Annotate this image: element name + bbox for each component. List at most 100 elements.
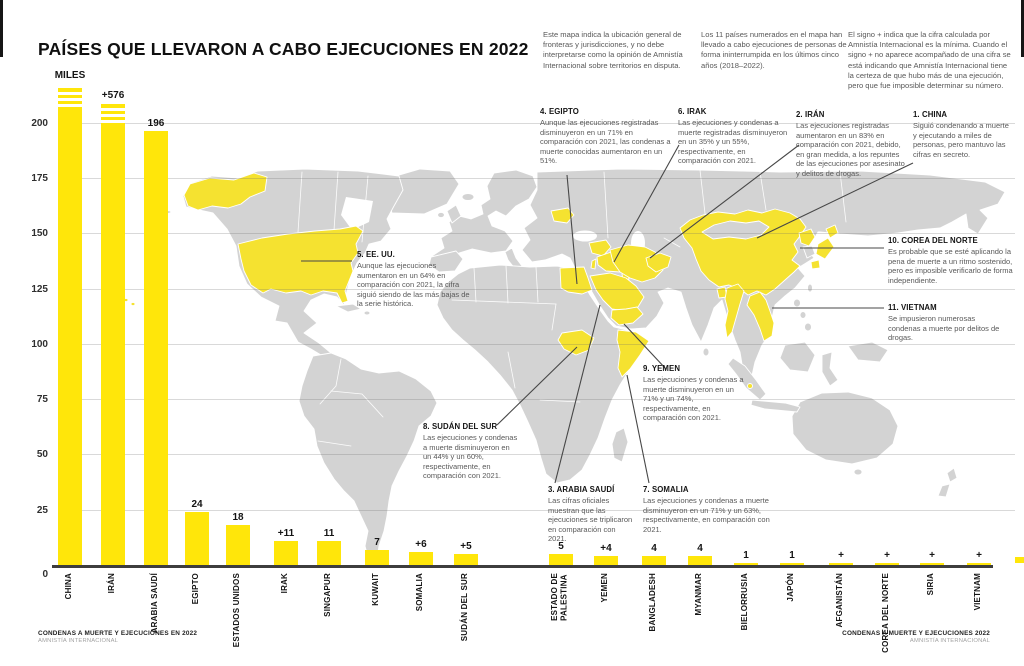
map-country-myanmar bbox=[724, 283, 745, 339]
annotation-text-iran: Las ejecuciones registradas aumentaron e… bbox=[796, 121, 905, 178]
map-country-palestine bbox=[590, 258, 597, 270]
callout-line-somalia bbox=[626, 374, 650, 484]
annotation-china: 1. CHINA Siguió condenando a muerte y eje… bbox=[913, 110, 1009, 159]
bar-egipto bbox=[185, 511, 209, 565]
annotation-title-sudan-del-sur: 8. SUDÁN DEL SUR bbox=[423, 422, 498, 431]
bar-value-myanmar: 4 bbox=[697, 543, 703, 555]
map-sri-lanka bbox=[702, 347, 710, 357]
map-mongolia bbox=[701, 220, 770, 240]
bar-myanmar bbox=[688, 556, 712, 565]
annotation-text-sudan-del-sur: Las ejecuciones y condenas a muerte dism… bbox=[423, 433, 518, 481]
footer-right-org: AMNISTÍA INTERNACIONAL bbox=[909, 638, 990, 644]
callout-line-irak bbox=[613, 144, 680, 263]
bar-china bbox=[58, 88, 82, 565]
bar-afganistan bbox=[829, 563, 853, 565]
map-country-alaska-usa bbox=[183, 172, 268, 211]
map-java bbox=[750, 399, 801, 413]
bar-value-corea-del-norte: + bbox=[884, 550, 890, 561]
map-south-korea bbox=[802, 245, 816, 259]
bar-japon bbox=[780, 562, 804, 565]
map-new-guinea bbox=[847, 341, 889, 363]
bar-singapur bbox=[317, 540, 341, 565]
annotation-text-china: Siguió condenando a muerte y ejecutando … bbox=[913, 121, 1009, 159]
footer-left-title: CONDENAS A MUERTE Y EJECUCIONES EN 2022 bbox=[38, 630, 198, 637]
callout-line-egipto bbox=[566, 174, 578, 285]
bar-estado-de-palestina bbox=[549, 553, 573, 565]
bar-value-iran: +576 bbox=[101, 90, 125, 101]
callout-line-yemen bbox=[623, 323, 667, 370]
map-country-singapore bbox=[747, 383, 753, 389]
annotation-title-vietnam: 11. VIETNAM bbox=[888, 303, 937, 312]
map-africa bbox=[436, 264, 649, 484]
annotation-text-egipto: Aunque las ejecuciones registradas dismi… bbox=[540, 118, 671, 166]
bar-bangladesh bbox=[642, 556, 666, 565]
callout-line-iran bbox=[649, 144, 800, 259]
map-country-yemen bbox=[610, 306, 644, 326]
bar-value-bangladesh: 4 bbox=[651, 543, 657, 555]
bar-vietnam bbox=[967, 563, 991, 565]
bar-estados-unidos bbox=[226, 525, 250, 565]
map-country-egypt bbox=[559, 266, 593, 295]
map-iceland bbox=[461, 193, 475, 201]
annotation-text-ee-uu: Aunque las ejecuciones aumentaron en un … bbox=[357, 261, 470, 309]
map-philippines bbox=[793, 298, 801, 308]
annotation-title-somalia: 7. SOMALIA bbox=[643, 485, 689, 494]
map-iberia bbox=[428, 250, 464, 273]
map-sumatra bbox=[727, 357, 767, 401]
map-ireland bbox=[437, 211, 445, 219]
annotation-text-yemen: Las ejecuciones y condenas a muerte dism… bbox=[643, 375, 744, 423]
map-new-zealand bbox=[937, 483, 951, 498]
annotation-title-egipto: 4. EGIPTO bbox=[540, 107, 579, 116]
bar-value-singapur: 11 bbox=[323, 527, 335, 539]
annotation-text-irak: Las ejecuciones y condenas a muerte regi… bbox=[678, 118, 788, 166]
bar-break-mark bbox=[58, 92, 82, 95]
map-italy bbox=[504, 247, 523, 271]
annotation-title-ee-uu: 5. EE. UU. bbox=[357, 250, 395, 259]
bar-break-mark bbox=[58, 104, 82, 107]
bar-iran bbox=[101, 104, 125, 565]
bar-value-arabia-saudi: 196 bbox=[147, 118, 165, 130]
map-country-south-sudan bbox=[557, 329, 595, 356]
bar-kuwait bbox=[365, 549, 389, 565]
bar-value-kuwait: 7 bbox=[374, 536, 380, 548]
map-country-syria bbox=[588, 239, 612, 257]
bar-value-yemen: +4 bbox=[600, 543, 612, 555]
annotation-text-arabia-saudi: Las cifras oficiales muestran que las ej… bbox=[548, 496, 633, 544]
bar-break-mark bbox=[101, 120, 125, 123]
bar-irak bbox=[274, 540, 298, 565]
annotation-corea-del-norte: 10. COREA DEL NORTE Es probable que se es… bbox=[888, 236, 1018, 285]
map-black-sea bbox=[573, 230, 597, 242]
bar-break-mark bbox=[101, 108, 125, 111]
bar-corea-del-norte bbox=[875, 563, 899, 565]
bar-value-bielorrusia: 1 bbox=[743, 549, 749, 561]
annotation-arabia-saudi: 3. ARABIA SAUDÍ Las cifras oficiales mues… bbox=[548, 485, 634, 544]
callout-line-china bbox=[756, 162, 914, 239]
note-plus-sign: El signo + indica que la cifra calculada… bbox=[848, 30, 1011, 90]
map-cuba bbox=[335, 303, 362, 313]
annotation-title-yemen: 9. YEMEN bbox=[643, 364, 681, 373]
bar-siria bbox=[920, 563, 944, 565]
bar-value-china: MILES bbox=[54, 70, 86, 81]
bar-somalia bbox=[409, 551, 433, 565]
map-sulawesi bbox=[821, 351, 839, 387]
annotation-irak: 6. IRAK Las ejecuciones y condenas a muer… bbox=[678, 107, 790, 166]
map-united-kingdom bbox=[446, 204, 462, 224]
map-taiwan bbox=[807, 283, 813, 293]
map-country-north-korea bbox=[798, 228, 816, 247]
bar-value-estado-de-palestina: 5 bbox=[558, 540, 564, 552]
bar-break-mark bbox=[58, 98, 82, 101]
annotation-vietnam: 11. VIETNAM Se impusieron numerosas conde… bbox=[888, 303, 1006, 343]
annotation-title-corea-del-norte: 10. COREA DEL NORTE bbox=[888, 236, 978, 245]
bar-break-mark bbox=[101, 114, 125, 117]
annotation-egipto: 4. EGIPTO Aunque las ejecuciones registra… bbox=[540, 107, 672, 166]
map-borneo bbox=[779, 341, 816, 373]
bar-value-irak: +11 bbox=[277, 527, 295, 539]
annotation-text-somalia: Las ejecuciones y condenas a muerte dism… bbox=[643, 496, 770, 534]
annotation-title-arabia-saudi: 3. ARABIA SAUDÍ bbox=[548, 485, 615, 494]
page-title: PAÍSES QUE LLEVARON A CABO EJECUCIONES E… bbox=[38, 38, 529, 59]
x-axis bbox=[52, 565, 993, 568]
page-edge-mark-left bbox=[0, 0, 3, 57]
footer-left-org: AMNISTÍA INTERNACIONAL bbox=[38, 638, 119, 644]
bar-value-somalia: +6 bbox=[415, 538, 427, 550]
